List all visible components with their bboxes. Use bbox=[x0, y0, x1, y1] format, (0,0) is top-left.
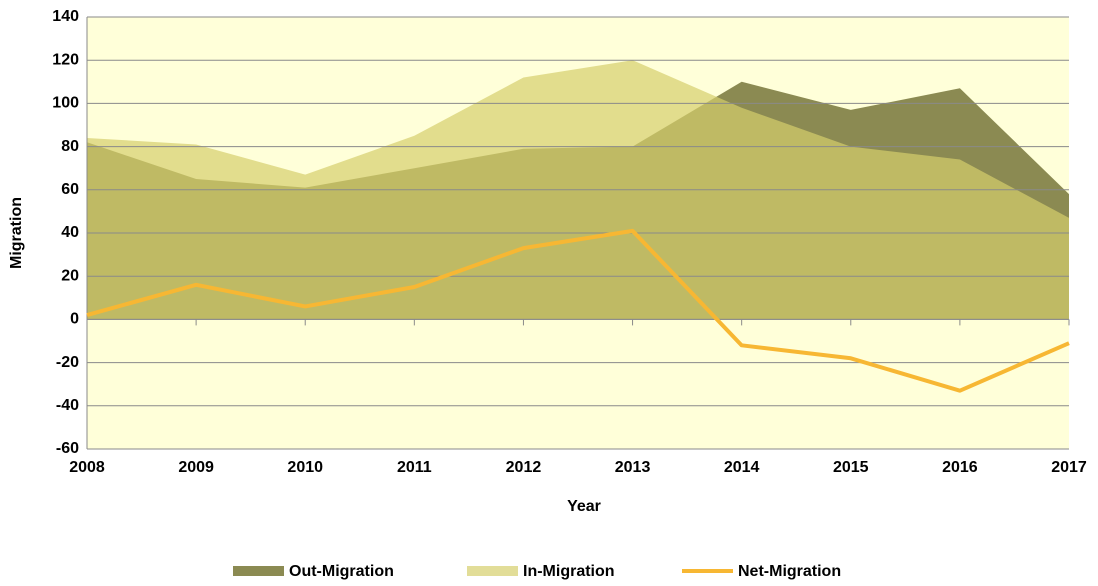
x-tick-label: 2008 bbox=[69, 459, 105, 476]
legend-item: In-Migration bbox=[467, 563, 615, 580]
x-tick-label: 2011 bbox=[397, 459, 432, 476]
y-tick-label: -60 bbox=[56, 440, 79, 457]
y-tick-label: 80 bbox=[61, 138, 79, 155]
x-tick-label: 2010 bbox=[287, 459, 323, 476]
y-tick-label: -20 bbox=[56, 354, 79, 371]
x-tick-label: 2016 bbox=[942, 459, 978, 476]
y-tick-label: 120 bbox=[52, 51, 79, 68]
x-tick-label: 2015 bbox=[833, 459, 869, 476]
legend-swatch bbox=[233, 566, 284, 576]
x-axis-title: Year bbox=[567, 498, 601, 515]
y-axis-title: Migration bbox=[8, 197, 25, 269]
legend-item: Out-Migration bbox=[233, 563, 394, 580]
legend-item: Net-Migration bbox=[682, 563, 841, 580]
y-tick-label: 40 bbox=[61, 224, 79, 241]
legend-label: In-Migration bbox=[523, 563, 615, 580]
y-tick-label: 60 bbox=[61, 181, 79, 198]
y-tick-label: 140 bbox=[52, 8, 79, 25]
legend-swatch bbox=[467, 566, 518, 576]
x-tick-label: 2017 bbox=[1051, 459, 1087, 476]
x-tick-label: 2012 bbox=[506, 459, 542, 476]
y-tick-label: 20 bbox=[61, 267, 79, 284]
x-tick-label: 2013 bbox=[615, 459, 651, 476]
x-tick-label: 2009 bbox=[178, 459, 214, 476]
legend-label: Out-Migration bbox=[289, 563, 394, 580]
line bbox=[86, 228, 1070, 393]
y-tick-label: 0 bbox=[70, 311, 79, 328]
y-tick-label: -40 bbox=[56, 397, 79, 414]
x-tick-label: 2014 bbox=[724, 459, 760, 476]
legend-label: Net-Migration bbox=[738, 563, 841, 580]
y-tick-label: 100 bbox=[52, 95, 79, 112]
